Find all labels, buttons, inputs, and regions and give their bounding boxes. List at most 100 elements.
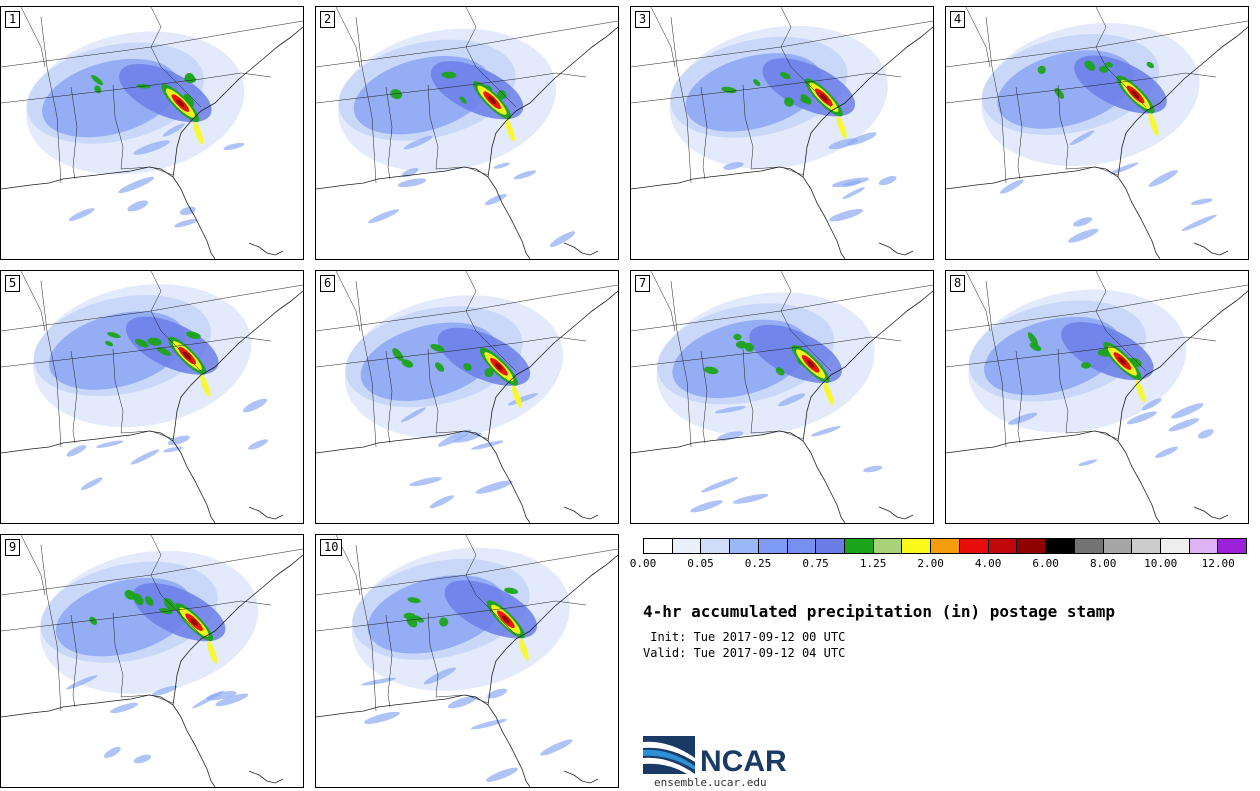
state-boundary xyxy=(150,310,202,372)
state-boundary xyxy=(750,430,804,440)
coastline xyxy=(248,506,284,520)
precip-cell-green xyxy=(183,93,194,107)
ensemble-member-panel: 5 xyxy=(0,270,304,524)
precip-heavy-band xyxy=(176,99,185,107)
precip-cell-green xyxy=(401,359,414,368)
precip-streak xyxy=(493,162,510,169)
precip-heavy-band xyxy=(193,121,204,145)
state-boundary xyxy=(1015,86,1023,180)
ensemble-member-panel: 1 xyxy=(0,6,304,260)
precip-streak xyxy=(714,406,746,414)
state-boundary xyxy=(150,574,202,636)
precip-streak xyxy=(484,193,507,206)
state-boundary xyxy=(435,166,489,176)
state-boundary xyxy=(465,574,517,636)
precip-streak xyxy=(133,140,170,155)
precip-cell-green xyxy=(780,71,791,80)
precipitation-map xyxy=(1,271,303,523)
coastline xyxy=(487,290,618,442)
state-boundary xyxy=(40,544,62,712)
colorbar-segment xyxy=(701,539,731,553)
state-boundary xyxy=(427,84,439,170)
precip-streak xyxy=(80,477,103,491)
state-boundary xyxy=(385,350,393,444)
precip-streak xyxy=(174,218,198,228)
colorbar-segment xyxy=(959,539,989,553)
precip-cell-green xyxy=(439,617,449,627)
state-boundary xyxy=(1057,84,1069,170)
precip-cell-green xyxy=(147,337,162,346)
precip-streak xyxy=(368,209,399,224)
precip-heavy-band xyxy=(505,118,516,142)
precip-streak xyxy=(103,746,121,759)
precip-cell-green xyxy=(124,589,136,600)
state-boundary xyxy=(650,7,676,68)
state-boundary xyxy=(780,46,832,108)
coastline xyxy=(563,770,599,784)
coastline xyxy=(563,242,599,256)
ensemble-member-panel: 8 xyxy=(945,270,1249,524)
state-boundary xyxy=(1095,310,1147,372)
precip-streak xyxy=(403,136,433,150)
precip-streak xyxy=(397,178,427,188)
coastline xyxy=(487,26,618,178)
state-boundary xyxy=(150,271,162,312)
precip-streak xyxy=(68,208,95,221)
precip-streak xyxy=(437,429,472,447)
precip-cell-green xyxy=(441,71,457,79)
state-boundary xyxy=(112,84,124,170)
coastline xyxy=(563,506,599,520)
state-boundary xyxy=(780,7,792,48)
state-boundary xyxy=(150,46,202,108)
state-boundary xyxy=(465,535,477,576)
state-boundary xyxy=(780,310,832,372)
ncar-logo-icon xyxy=(643,736,695,774)
precip-cell-green xyxy=(435,362,445,372)
precip-streak xyxy=(1197,429,1214,439)
state-boundary xyxy=(465,310,517,372)
precip-streak xyxy=(1068,228,1099,243)
precip-streak xyxy=(429,495,454,509)
colorbar-segment xyxy=(1218,539,1247,553)
precipitation-map xyxy=(946,7,1248,259)
colorbar-tick-label: 0.00 xyxy=(629,557,657,570)
member-number-label: 3 xyxy=(635,11,651,28)
precip-heavy-band xyxy=(207,640,218,664)
state-boundary xyxy=(985,280,1007,448)
coastline xyxy=(1193,242,1229,256)
precip-cell-green xyxy=(91,74,104,86)
colorbar-tick-label: 10.00 xyxy=(1144,557,1178,570)
member-number-label: 5 xyxy=(5,275,21,292)
init-time: Init: Tue 2017-09-12 00 UTC xyxy=(643,630,846,644)
coastline xyxy=(878,506,914,520)
precip-cell-green xyxy=(1037,65,1046,74)
precipitation-map xyxy=(316,7,618,259)
state-boundary xyxy=(40,16,62,184)
colorbar-segment xyxy=(1132,539,1161,553)
state-boundary xyxy=(20,7,46,68)
state-boundary xyxy=(316,336,587,368)
state-boundary xyxy=(465,271,477,312)
colorbar-segment xyxy=(1103,539,1133,553)
precip-streak xyxy=(361,677,396,686)
colorbar-segment xyxy=(1189,539,1219,553)
colorbar-segment xyxy=(787,539,817,553)
colorbar-segment xyxy=(845,539,874,553)
state-boundary xyxy=(631,72,902,104)
member-number-label: 6 xyxy=(320,275,336,292)
precipitation-map xyxy=(631,271,933,523)
precip-cell-green xyxy=(1027,332,1039,347)
precip-streak xyxy=(1126,411,1157,425)
precip-heavy-band xyxy=(495,362,503,371)
precip-cell-green xyxy=(1146,61,1155,69)
colorbar-segment xyxy=(1160,539,1190,553)
colorbar-segment xyxy=(816,539,846,553)
colorbar-segment xyxy=(931,539,960,553)
precip-streak xyxy=(423,667,456,685)
precip-heavy-band xyxy=(488,96,496,105)
coastline xyxy=(172,554,303,706)
member-number-label: 9 xyxy=(5,539,21,556)
state-boundary xyxy=(435,430,489,440)
precip-streak xyxy=(127,200,149,212)
precip-cell-green xyxy=(186,331,201,339)
